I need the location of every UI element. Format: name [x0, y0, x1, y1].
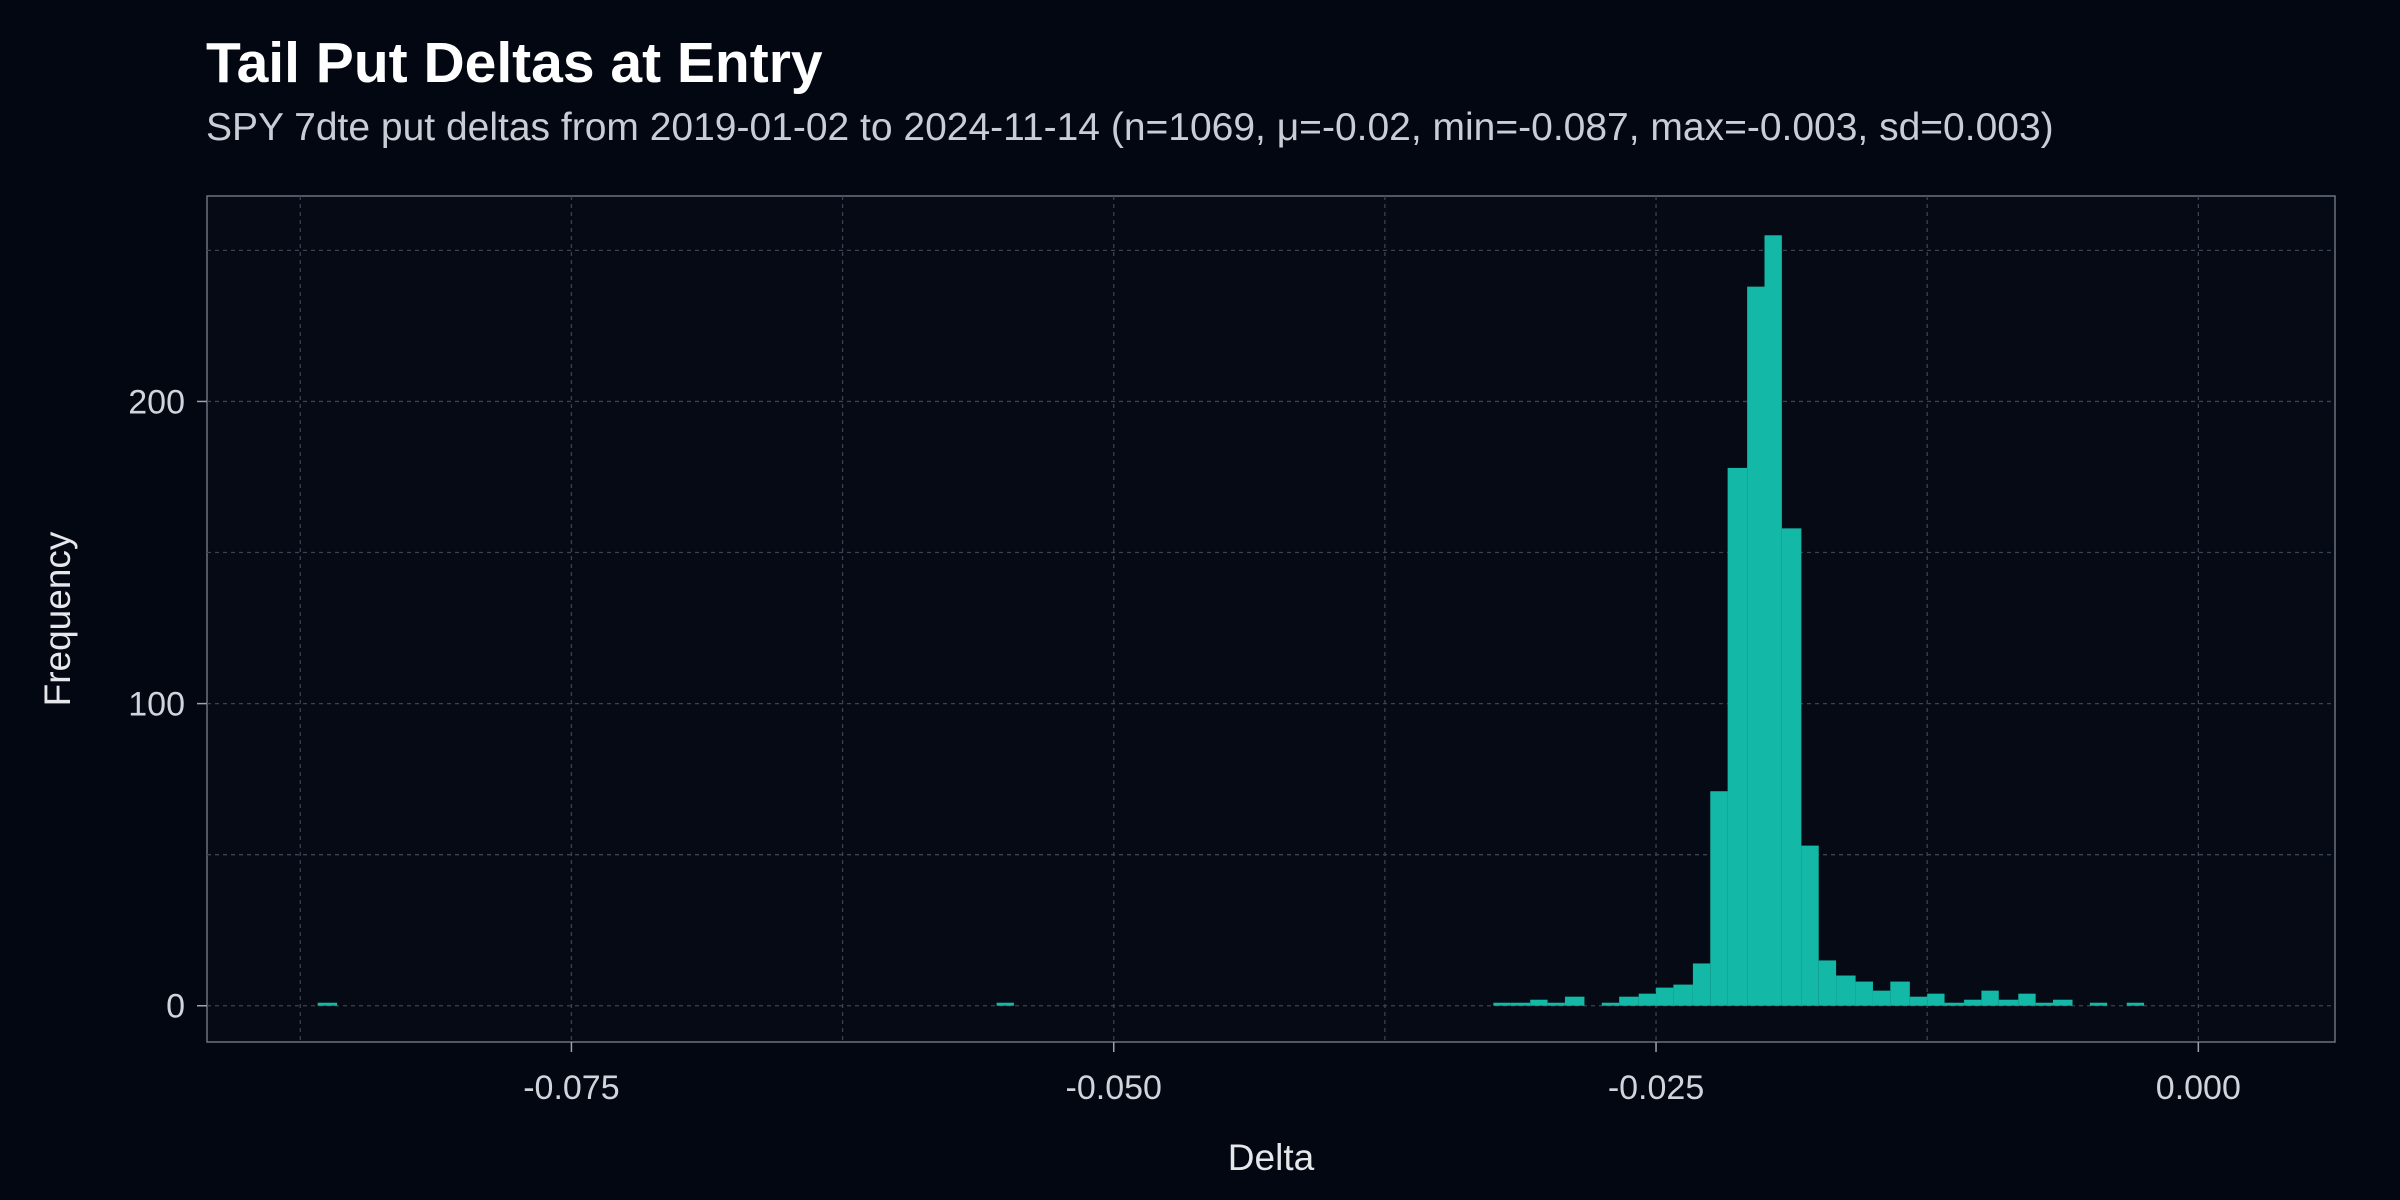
histogram-bar — [1818, 960, 1837, 1006]
x-tick-label: -0.075 — [523, 1069, 619, 1107]
histogram-bar — [1890, 981, 1910, 1006]
histogram-bar — [2053, 999, 2073, 1006]
histogram-bar — [996, 1002, 1014, 1006]
histogram-bar — [1530, 999, 1548, 1006]
plot-area — [206, 195, 2336, 1043]
histogram-bar — [1855, 981, 1873, 1006]
y-tick-label: 200 — [128, 383, 185, 421]
histogram-bar — [1656, 987, 1674, 1006]
chart-subtitle: SPY 7dte put deltas from 2019-01-02 to 2… — [206, 106, 2054, 149]
histogram-bar — [1638, 993, 1657, 1006]
y-axis-ticks: 0 100 200 — [128, 383, 207, 1026]
x-tick-label: -0.050 — [1066, 1069, 1162, 1107]
y-tick-label: 100 — [128, 686, 185, 724]
histogram-bar — [1764, 235, 1782, 1006]
histogram-bar — [2035, 1002, 2054, 1006]
histogram-bars — [317, 235, 2145, 1006]
histogram-bar — [1801, 845, 1819, 1006]
x-axis-label: Delta — [1228, 1137, 1315, 1178]
histogram-bar — [1692, 963, 1711, 1006]
x-tick-label: 0.000 — [2156, 1069, 2241, 1107]
histogram-bar — [1619, 996, 1639, 1006]
y-axis-label: Frequency — [37, 531, 78, 706]
histogram-bar — [1909, 996, 1928, 1006]
histogram-bar — [1547, 1002, 1565, 1006]
histogram-bar — [1872, 990, 1891, 1006]
histogram-bar — [1836, 975, 1856, 1006]
chart-title: Tail Put Deltas at Entry — [206, 31, 823, 95]
histogram-bar — [1673, 984, 1693, 1006]
histogram-bar — [1781, 528, 1802, 1006]
histogram-bar — [1493, 1002, 1511, 1006]
x-axis-ticks: -0.075 -0.050 -0.025 0.000 — [523, 1042, 2241, 1107]
x-tick-label: -0.025 — [1608, 1069, 1704, 1107]
histogram-bar — [1998, 999, 2019, 1006]
histogram-bar — [1727, 467, 1748, 1006]
histogram-bar — [1747, 286, 1765, 1006]
histogram-bar — [317, 1002, 338, 1006]
histogram-bar — [2126, 1002, 2145, 1006]
y-tick-label: 0 — [166, 988, 185, 1026]
histogram-bar — [2089, 1002, 2108, 1006]
histogram-bar — [1981, 990, 1999, 1006]
histogram-bar — [1944, 1002, 1965, 1006]
histogram-bar — [1927, 993, 1945, 1006]
histogram-bar — [1964, 999, 1982, 1006]
histogram-bar — [1710, 791, 1728, 1006]
grid-lines — [207, 196, 2335, 1042]
histogram-bar — [1510, 1002, 1531, 1006]
histogram-bar — [2018, 993, 2036, 1006]
histogram-bar — [1564, 996, 1585, 1006]
histogram-bar — [1601, 1002, 1620, 1006]
